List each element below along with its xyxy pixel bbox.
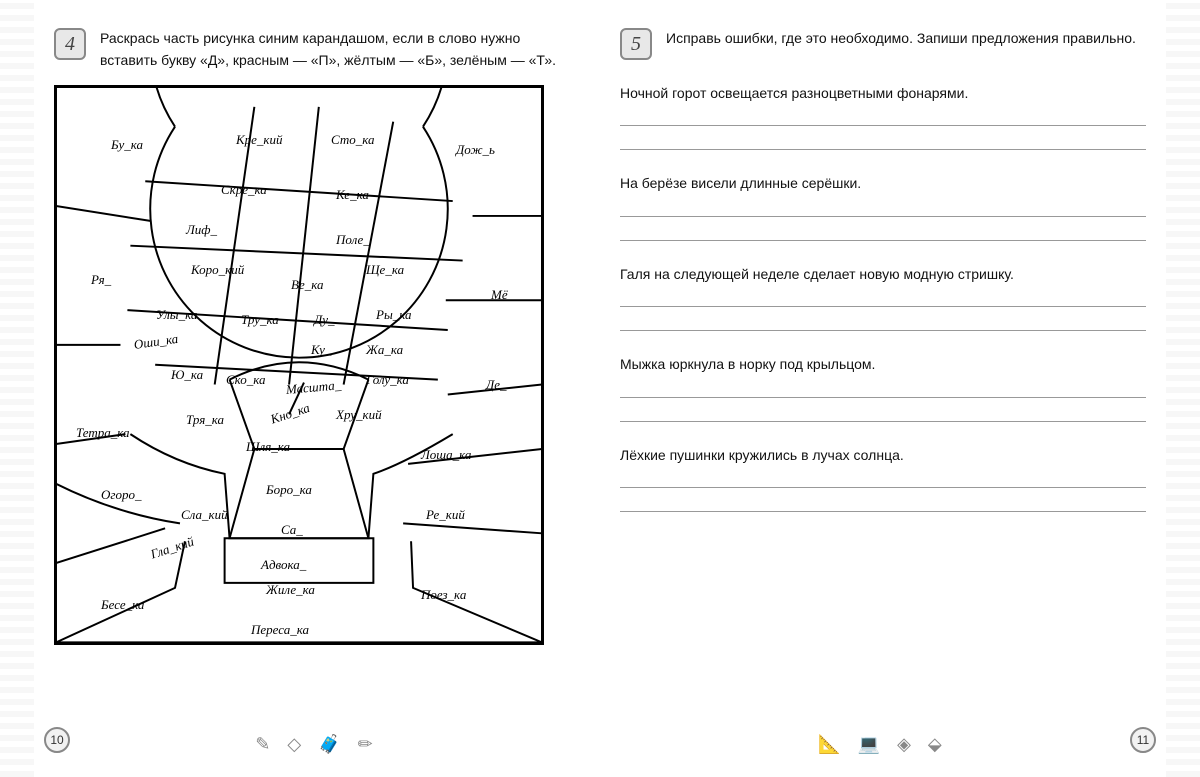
fill-word: Ве_ка	[291, 277, 323, 293]
fill-word: Сто_ка	[331, 132, 375, 148]
sentence-block: На берёзе висели длинные серёшки.	[620, 172, 1146, 240]
fill-word: Ю_ка	[171, 367, 203, 383]
puzzle-segment-line	[130, 246, 462, 261]
answer-lines[interactable]	[620, 289, 1146, 331]
sentence-text: Галя на следующей неделе сделает новую м…	[620, 263, 1146, 285]
answer-line[interactable]	[620, 313, 1146, 331]
page-number-left: 10	[44, 727, 70, 753]
answer-lines[interactable]	[620, 108, 1146, 150]
fill-word: Ке_ка	[336, 187, 369, 203]
fill-word: Дож_ь	[456, 142, 495, 158]
fill-word: Ря_	[91, 272, 111, 288]
fill-word: Голу_ка	[366, 372, 409, 388]
fill-word: Поез_ка	[421, 587, 466, 603]
answer-line[interactable]	[620, 223, 1146, 241]
sentence-block: Лёхкие пушинки кружились в лучах солнца.	[620, 444, 1146, 512]
footer-doodles-left: ✎ ◇ 🧳 ✏	[255, 734, 378, 755]
puzzle-segment-line	[56, 206, 150, 221]
fill-word: Лоша_ка	[421, 447, 471, 463]
fill-word: Лиф_	[186, 222, 217, 238]
fill-word: Скре_ка	[221, 182, 267, 198]
task5-number-badge: 5	[620, 28, 652, 60]
fill-word: Тру_ка	[241, 312, 279, 328]
answer-line[interactable]	[620, 380, 1146, 398]
task4-instruction: Раскрась часть рисунка синим карандашом,…	[100, 28, 580, 71]
puzzle-segment-line	[150, 87, 448, 127]
decorative-border-left	[0, 0, 34, 777]
answer-line[interactable]	[620, 108, 1146, 126]
coloring-puzzle-globe: Бу_ка Кре_кий Сто_ка Дож_ь Скре_ка Ке_ка Лиф_ П…	[54, 85, 544, 645]
task5-instruction: Исправь ошибки, где это необходимо. Запи…	[666, 28, 1136, 60]
correction-exercise-area: Ночной горот освещается разноцветными фо…	[620, 82, 1146, 512]
fill-word: Поле_	[336, 232, 370, 248]
page-right: 5 Исправь ошибки, где это необходимо. За…	[620, 28, 1146, 749]
fill-word: Ре_кий	[426, 507, 465, 523]
task4-header: 4 Раскрась часть рисунка синим карандашо…	[54, 28, 580, 71]
fill-word: Улы_ка	[156, 307, 197, 323]
fill-word: Огоро_	[101, 487, 141, 503]
fill-word: Ско_ка	[226, 372, 266, 388]
sentence-text: Лёхкие пушинки кружились в лучах солнца.	[620, 444, 1146, 466]
fill-word: Адвока_	[261, 557, 306, 573]
answer-line[interactable]	[620, 132, 1146, 150]
sentence-text: Мыжка юркнула в норку под крыльцом.	[620, 353, 1146, 375]
page-number-right: 11	[1130, 727, 1156, 753]
fill-word: Тря_ка	[186, 412, 224, 428]
answer-line[interactable]	[620, 289, 1146, 307]
fill-word: Сла_кий	[181, 507, 228, 523]
sentence-text: На берёзе висели длинные серёшки.	[620, 172, 1146, 194]
sentence-text: Ночной горот освещается разноцветными фо…	[620, 82, 1146, 104]
fill-word: Хру_кий	[336, 407, 382, 423]
fill-word: Ры_ка	[376, 307, 412, 323]
puzzle-segment-line	[145, 182, 452, 202]
sentence-block: Мыжка юркнула в норку под крыльцом.	[620, 353, 1146, 421]
task4-number-badge: 4	[54, 28, 86, 60]
fill-word: Ку_	[311, 342, 331, 358]
answer-lines[interactable]	[620, 470, 1146, 512]
fill-word: Жиле_ка	[266, 582, 315, 598]
fill-word: Мё_	[491, 287, 514, 303]
page-left: 4 Раскрась часть рисунка синим карандашо…	[54, 28, 580, 749]
sentence-block: Галя на следующей неделе сделает новую м…	[620, 263, 1146, 331]
fill-word: Шля_ка	[246, 439, 290, 455]
fill-word: Коро_кий	[191, 262, 244, 278]
answer-lines[interactable]	[620, 380, 1146, 422]
fill-word: Ще_ка	[366, 262, 404, 278]
fill-word: Боро_ка	[266, 482, 312, 498]
footer-doodles-right: 📐 💻 ◈ ⬙	[818, 734, 948, 755]
puzzle-segment-line	[150, 127, 448, 358]
answer-line[interactable]	[620, 404, 1146, 422]
answer-line[interactable]	[620, 494, 1146, 512]
fill-word: Бесе_ка	[101, 597, 144, 613]
puzzle-segment-line	[403, 524, 542, 534]
fill-word: Переса_ка	[251, 622, 309, 638]
fill-word: Ду_	[314, 312, 335, 328]
fill-word: Тетра_ка	[76, 425, 130, 441]
fill-word: Де_	[486, 377, 507, 393]
sentence-block: Ночной горот освещается разноцветными фо…	[620, 82, 1146, 150]
fill-word: Бу_ка	[111, 137, 143, 153]
decorative-border-right	[1166, 0, 1200, 777]
workbook-spread: 4 Раскрась часть рисунка синим карандашо…	[54, 28, 1146, 749]
answer-lines[interactable]	[620, 199, 1146, 241]
fill-word: Кре_кий	[236, 132, 282, 148]
task5-header: 5 Исправь ошибки, где это необходимо. За…	[620, 28, 1146, 60]
fill-word: Са_	[281, 522, 303, 538]
fill-word: Жа_ка	[366, 342, 403, 358]
answer-line[interactable]	[620, 199, 1146, 217]
answer-line[interactable]	[620, 470, 1146, 488]
